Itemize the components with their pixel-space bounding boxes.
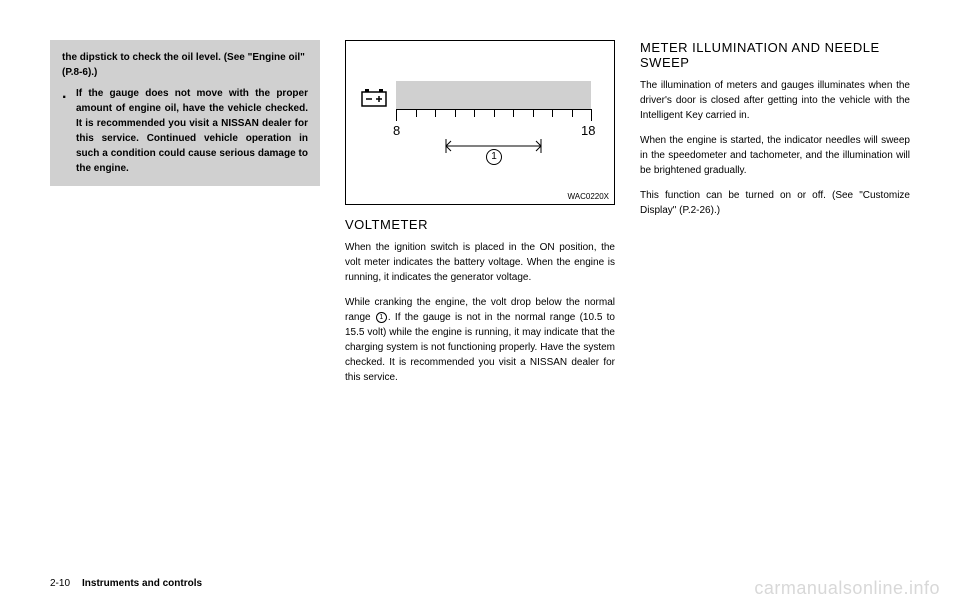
meter-para-3: This function can be turned on or off. (… [640,188,910,218]
voltmeter-para-2: While cranking the engine, the volt drop… [345,295,615,385]
warning-box: the dipstick to check the oil level. (Se… [50,40,320,186]
inline-callout-1: 1 [376,312,387,323]
watermark: carmanualsonline.info [754,578,940,599]
page-number: 2-10 [50,578,70,589]
warning-bullet-item: If the gauge does not move with the prop… [62,86,308,176]
scale-min-label: 8 [393,123,400,138]
scale-max-label: 18 [581,123,595,138]
warning-continued-text: the dipstick to check the oil level. (Se… [62,50,308,80]
chapter-title: Instruments and controls [82,578,202,589]
meter-illumination-heading: METER ILLUMINATION AND NEEDLE SWEEP [640,40,910,70]
meter-para-2: When the engine is started, the indicato… [640,133,910,178]
scale-background [396,81,591,109]
battery-icon [361,89,387,112]
column-3: METER ILLUMINATION AND NEEDLE SWEEP The … [640,40,910,530]
voltmeter-para-1: When the ignition switch is placed in th… [345,240,615,285]
column-1: the dipstick to check the oil level. (Se… [50,40,320,530]
meter-para-1: The illumination of meters and gauges il… [640,78,910,123]
figure-label: WAC0220X [568,192,610,201]
warning-list: If the gauge does not move with the prop… [62,86,308,176]
para2-part-b: . If the gauge is not in the normal rang… [345,312,615,383]
voltmeter-figure: 8 18 1 WAC0220X [345,40,615,205]
voltmeter-heading: VOLTMETER [345,217,615,232]
page-content: the dipstick to check the oil level. (Se… [0,0,960,550]
figure-callout-1: 1 [486,149,502,165]
column-2: 8 18 1 WAC0220X VOLTMETER When the ignit… [345,40,615,530]
voltmeter-scale: 8 18 [396,109,591,129]
page-footer: 2-10 Instruments and controls [50,578,202,589]
